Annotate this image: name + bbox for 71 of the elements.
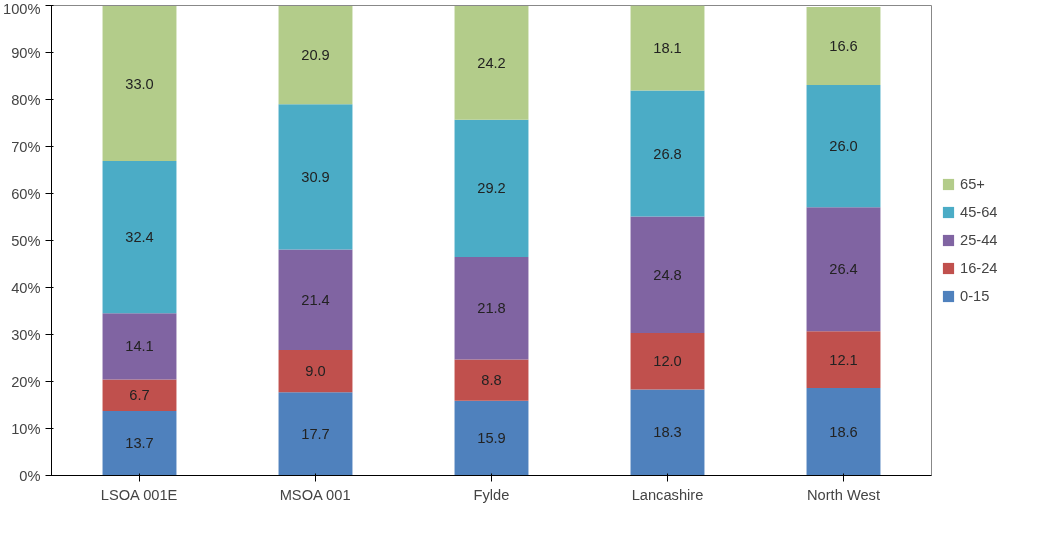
x-tick-label: MSOA 001 [279, 486, 351, 503]
bar [278, 249, 353, 351]
bar [102, 5, 177, 162]
y-tick-label: 40% [11, 279, 41, 296]
y-tick-label: 10% [11, 420, 41, 437]
bar [806, 6, 881, 85]
bar [806, 84, 881, 208]
y-tick-label: 30% [11, 326, 41, 343]
legend-label: 45-64 [960, 204, 998, 220]
bar [102, 313, 177, 380]
x-tick-label: LSOA 001E [100, 486, 178, 503]
y-tick-label: 90% [11, 44, 41, 61]
bar [278, 392, 353, 476]
bar [806, 207, 881, 332]
data-label: 24.8 [653, 266, 682, 283]
data-label: 17.7 [301, 425, 330, 442]
data-label: 6.7 [129, 387, 150, 404]
y-tick-label: 20% [11, 373, 41, 390]
bar [630, 333, 705, 390]
data-label: 8.8 [481, 372, 502, 389]
bar [102, 379, 177, 412]
legend-label: 25-44 [960, 232, 998, 248]
data-label: 15.9 [477, 430, 506, 447]
y-tick-label: 100% [3, 0, 41, 17]
bar [454, 119, 529, 257]
bar [630, 90, 705, 217]
data-label: 32.4 [125, 229, 154, 246]
data-label: 13.7 [125, 435, 154, 452]
bar [278, 104, 353, 250]
data-label: 14.1 [125, 338, 154, 355]
data-label: 26.8 [653, 145, 682, 162]
bar [630, 389, 705, 476]
y-tick-label: 60% [11, 185, 41, 202]
data-label: 21.8 [477, 300, 506, 317]
bar [454, 5, 529, 120]
bar [278, 5, 353, 105]
data-label: 26.4 [829, 261, 858, 278]
x-tick-label: North West [806, 486, 881, 503]
data-label: 16.6 [829, 37, 858, 54]
data-label: 26.0 [829, 138, 858, 155]
data-label: 12.0 [653, 353, 682, 370]
bar [278, 350, 353, 393]
data-label: 18.3 [653, 424, 682, 441]
data-label: 21.4 [301, 291, 330, 308]
bar [102, 411, 177, 476]
bar [630, 216, 705, 334]
bar [454, 256, 529, 360]
bar [806, 388, 881, 476]
data-label: 18.6 [829, 423, 858, 440]
data-label: 29.2 [477, 180, 506, 197]
data-label: 30.9 [301, 168, 330, 185]
y-tick-label: 70% [11, 138, 41, 155]
bar [806, 331, 881, 389]
x-tick-label: Fylde [473, 486, 510, 503]
data-label: 24.2 [477, 54, 506, 71]
data-label: 12.1 [829, 351, 858, 368]
x-tick-label: Lancashire [631, 486, 704, 503]
data-label: 18.1 [653, 40, 682, 57]
bar [102, 161, 177, 314]
data-label: 20.9 [301, 47, 330, 64]
legend-label: 0-15 [960, 288, 990, 304]
legend-label: 16-24 [960, 260, 998, 276]
y-tick-label: 80% [11, 91, 41, 108]
bar [454, 359, 529, 401]
bar [454, 400, 529, 476]
y-tick-label: 0% [19, 467, 41, 484]
y-tick-label: 50% [11, 232, 41, 249]
bar [630, 5, 705, 91]
data-label: 9.0 [305, 363, 326, 380]
legend-label: 65+ [960, 176, 985, 192]
data-label: 33.0 [125, 75, 154, 92]
